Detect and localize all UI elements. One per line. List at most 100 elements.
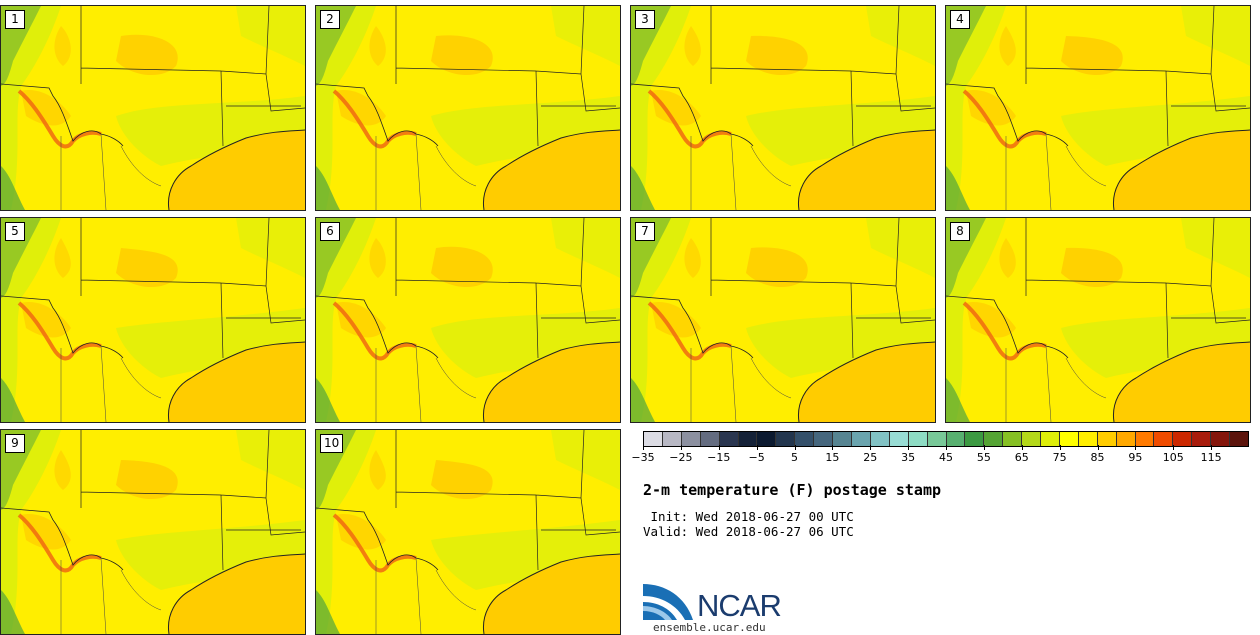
map-icon bbox=[316, 6, 620, 210]
colorbar-tick-label: 25 bbox=[863, 451, 878, 464]
colorbar-swatch bbox=[757, 432, 777, 446]
colorbar-swatch bbox=[946, 432, 966, 446]
colorbar-tick-label: 45 bbox=[939, 451, 953, 464]
colorbar-tick bbox=[1021, 445, 1023, 450]
map-icon bbox=[316, 430, 620, 634]
colorbar bbox=[643, 431, 1249, 447]
colorbar-swatch bbox=[662, 432, 682, 446]
colorbar-tick bbox=[832, 445, 834, 450]
colorbar-tick-label: 55 bbox=[976, 451, 991, 464]
colorbar-tick-label: −35 bbox=[631, 451, 655, 464]
panel-label: 7 bbox=[635, 222, 655, 241]
colorbar-ticks: −35 −25 −15 −5 5 15 25 35 45 55 65 75 85 95 105 115 bbox=[631, 445, 1249, 467]
colorbar-swatch bbox=[776, 432, 796, 446]
colorbar-swatch bbox=[738, 432, 758, 446]
map-panel-6: 6 bbox=[315, 217, 621, 423]
colorbar-tick bbox=[1173, 445, 1175, 450]
colorbar-tick-label: −15 bbox=[707, 451, 731, 464]
map-panel-3: 3 bbox=[630, 5, 936, 211]
colorbar-tick-label: −5 bbox=[748, 451, 765, 464]
map-icon bbox=[1, 218, 305, 422]
map-panel-2: 2 bbox=[315, 5, 621, 211]
colorbar-tick-label: 115 bbox=[1200, 451, 1222, 464]
colorbar-tick-label: 75 bbox=[1052, 451, 1067, 464]
colorbar-swatch bbox=[719, 432, 739, 446]
map-icon bbox=[1, 430, 305, 634]
map-icon bbox=[631, 218, 935, 422]
colorbar-swatch bbox=[908, 432, 928, 446]
colorbar-swatch bbox=[1192, 432, 1212, 446]
map-icon bbox=[946, 6, 1250, 210]
colorbar-tick bbox=[1211, 445, 1213, 450]
colorbar-swatch bbox=[644, 432, 663, 446]
colorbar-swatch bbox=[795, 432, 815, 446]
panel-label: 10 bbox=[320, 434, 344, 453]
colorbar-swatch bbox=[1097, 432, 1117, 446]
colorbar-swatch bbox=[1022, 432, 1042, 446]
map-icon bbox=[946, 218, 1250, 422]
colorbar-tick-label: 5 bbox=[791, 451, 798, 464]
map-panel-9: 9 bbox=[0, 429, 306, 635]
colorbar-swatch bbox=[1059, 432, 1079, 446]
colorbar-tick bbox=[983, 445, 985, 450]
map-panel-10: 10 bbox=[315, 429, 621, 635]
panel-label: 9 bbox=[5, 434, 25, 453]
map-panel-7: 7 bbox=[630, 217, 936, 423]
colorbar-swatch bbox=[1154, 432, 1174, 446]
colorbar-swatch bbox=[1041, 432, 1060, 446]
colorbar-tick bbox=[794, 445, 796, 450]
colorbar-tick bbox=[870, 445, 872, 450]
colorbar-swatch bbox=[1078, 432, 1098, 446]
panel-label: 3 bbox=[635, 10, 655, 29]
colorbar-swatch bbox=[814, 432, 834, 446]
colorbar-tick-label: 35 bbox=[901, 451, 916, 464]
colorbar-tick bbox=[643, 445, 644, 450]
panel-label: 8 bbox=[950, 222, 970, 241]
panel-label: 2 bbox=[320, 10, 340, 29]
colorbar-swatch bbox=[700, 432, 720, 446]
map-icon bbox=[316, 218, 620, 422]
map-panel-8: 8 bbox=[945, 217, 1251, 423]
map-panel-4: 4 bbox=[945, 5, 1251, 211]
colorbar-swatch bbox=[1116, 432, 1136, 446]
panel-label: 6 bbox=[320, 222, 340, 241]
colorbar-swatch bbox=[681, 432, 701, 446]
colorbar-tick-label: 95 bbox=[1128, 451, 1143, 464]
colorbar-swatch bbox=[1211, 432, 1231, 446]
colorbar-swatch bbox=[984, 432, 1004, 446]
colorbar-tick bbox=[908, 445, 910, 450]
colorbar-swatch bbox=[889, 432, 909, 446]
colorbar-tick-label: −25 bbox=[669, 451, 693, 464]
colorbar-swatch bbox=[1230, 432, 1248, 446]
panel-label: 5 bbox=[5, 222, 25, 241]
colorbar-tick bbox=[756, 445, 758, 450]
colorbar-tick-label: 15 bbox=[825, 451, 840, 464]
ncar-logo-icon bbox=[643, 578, 693, 620]
colorbar-swatch bbox=[851, 432, 871, 446]
colorbar-swatch bbox=[965, 432, 985, 446]
plot-title: 2-m temperature (F) postage stamp bbox=[643, 481, 942, 499]
map-panel-1: 1 bbox=[0, 5, 306, 211]
colorbar-swatch bbox=[1003, 432, 1023, 446]
colorbar-tick-label: 105 bbox=[1162, 451, 1184, 464]
colorbar-tick bbox=[680, 445, 682, 450]
init-time: Init: Wed 2018-06-27 00 UTC bbox=[643, 509, 854, 524]
colorbar-swatch bbox=[1135, 432, 1155, 446]
colorbar-tick-label: 85 bbox=[1090, 451, 1105, 464]
colorbar-tick bbox=[946, 445, 947, 450]
panel-label: 4 bbox=[950, 10, 970, 29]
colorbar-tick bbox=[1135, 445, 1137, 450]
colorbar-tick bbox=[718, 445, 720, 450]
colorbar-swatch bbox=[927, 432, 947, 446]
colorbar-swatch bbox=[1173, 432, 1193, 446]
map-icon bbox=[631, 6, 935, 210]
colorbar-tick bbox=[1059, 445, 1061, 450]
map-icon bbox=[1, 6, 305, 210]
valid-time: Valid: Wed 2018-06-27 06 UTC bbox=[643, 524, 854, 539]
map-panel-5: 5 bbox=[0, 217, 306, 423]
colorbar-tick-label: 65 bbox=[1014, 451, 1029, 464]
logo-text: NCAR bbox=[697, 588, 782, 623]
colorbar-swatch bbox=[833, 432, 852, 446]
panel-label: 1 bbox=[5, 10, 25, 29]
colorbar-tick bbox=[1097, 445, 1099, 450]
